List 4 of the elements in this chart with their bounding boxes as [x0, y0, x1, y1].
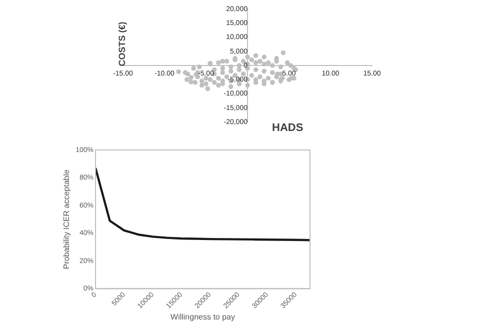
x-axis-title: Willingness to pay — [170, 312, 235, 322]
x-axis-title: HADS — [272, 122, 304, 134]
y-axis-title: Probability ICER acceptable — [62, 168, 72, 270]
y-axis-title: COSTS (€) — [117, 22, 127, 66]
